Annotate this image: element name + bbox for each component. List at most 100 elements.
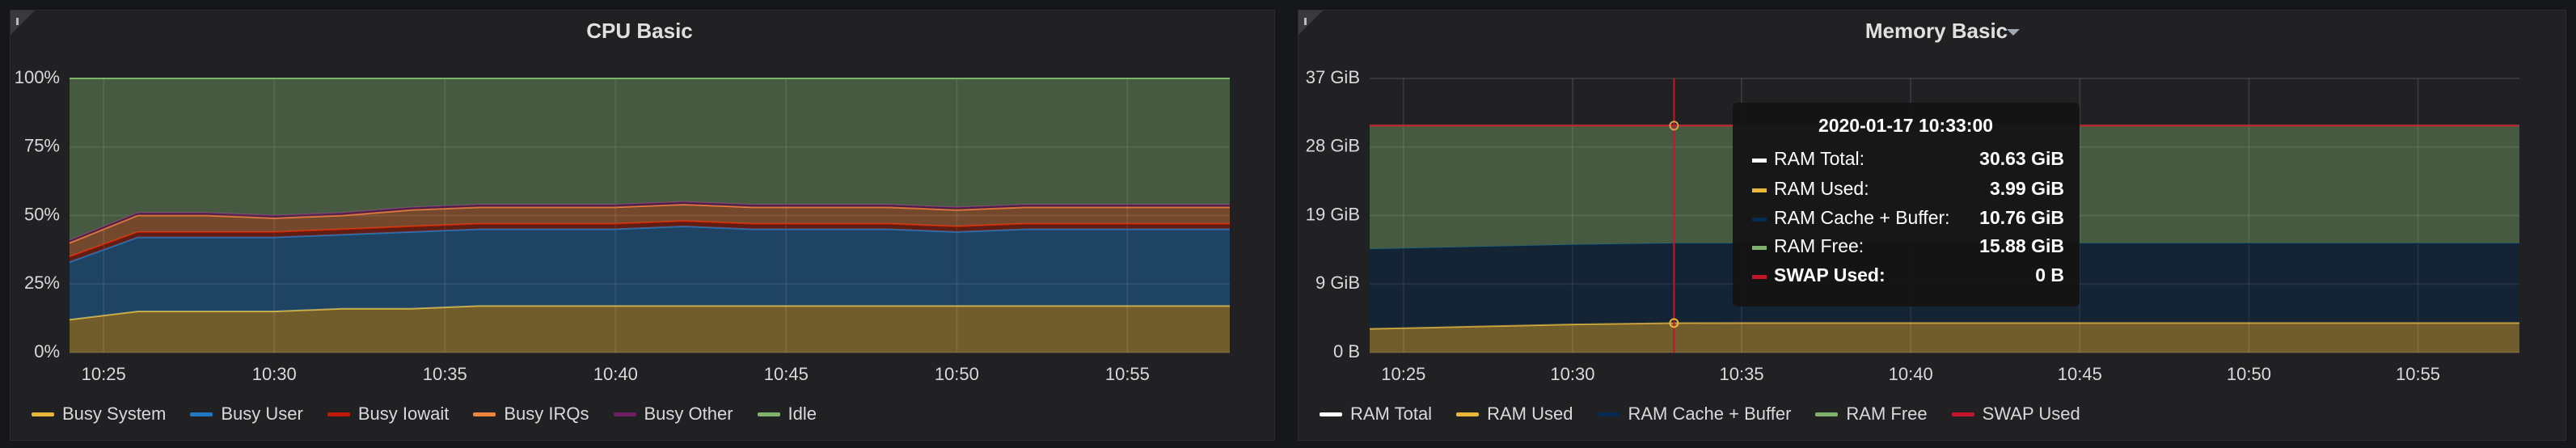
x-tick-label: 10:50 <box>935 364 979 384</box>
x-tick-label: 10:55 <box>2396 364 2440 384</box>
hover-point <box>1669 120 1679 131</box>
legend-item[interactable]: Busy System <box>32 404 166 425</box>
y-tick-label: 28 GiB <box>1306 136 1360 156</box>
legend-label: Busy Other <box>644 404 733 424</box>
y-tick-label: 50% <box>24 204 60 224</box>
tooltip-title: 2020-01-17 10:33:00 <box>1818 115 1993 136</box>
x-tick-label: 10:35 <box>423 364 467 384</box>
tooltip-name: RAM Total: <box>1774 148 1864 169</box>
tooltip-value: 30.63 GiB <box>1979 148 2064 169</box>
legend-swatch <box>757 412 780 416</box>
legend-label: Busy System <box>62 404 167 424</box>
legend-item[interactable]: SWAP Used <box>1951 404 2080 425</box>
x-tick-label: 10:45 <box>764 364 809 384</box>
chart: Memory Basic 0 B 9 GiB 19 GiB 28 GiB 37 GiB 1… <box>1299 11 2519 384</box>
x-tick-label: 10:25 <box>82 364 126 384</box>
legend-item[interactable]: Busy User <box>190 404 303 425</box>
legend-label: RAM Total <box>1350 404 1433 424</box>
legend-item[interactable]: Idle <box>757 404 817 425</box>
tooltip-swatch <box>1752 275 1767 279</box>
y-tick-label: 37 GiB <box>1306 67 1360 87</box>
legend-label: RAM Cache + Buffer <box>1628 404 1792 424</box>
legend-swatch <box>473 412 496 416</box>
x-tick-label: 10:50 <box>2227 364 2271 384</box>
tooltip-swatch <box>1752 246 1767 250</box>
y-tick-label: 100% <box>15 67 60 87</box>
y-tick-label: 19 GiB <box>1306 204 1360 224</box>
area-fill <box>70 306 1230 353</box>
legend-swatch <box>1320 412 1342 416</box>
legend-swatch <box>32 412 54 416</box>
legend-label: RAM Free <box>1846 404 1928 424</box>
legend-label: Busy Iowait <box>357 404 450 424</box>
series-line <box>69 226 1230 264</box>
area-fill <box>70 221 1230 263</box>
tooltip-name: RAM Used: <box>1774 178 1869 199</box>
x-tick-label: 10:45 <box>2058 364 2102 384</box>
tooltip-value: 15.88 GiB <box>1979 235 2064 256</box>
series-line <box>1369 322 2519 330</box>
tooltip-value: 0 B <box>2035 264 2064 285</box>
memory-panel: Memory Basic 0 B 9 GiB 19 GiB 28 GiB 37 GiB 1… <box>1298 10 2566 441</box>
legend-swatch <box>613 412 636 416</box>
hover-point <box>1669 318 1679 328</box>
info-corner[interactable] <box>11 11 35 35</box>
tooltip-swatch <box>1752 188 1767 192</box>
legend-item[interactable]: Busy IRQs <box>473 404 589 425</box>
legend-swatch <box>190 412 213 416</box>
legend-label: RAM Used <box>1487 404 1573 424</box>
legend-item[interactable]: Busy Other <box>613 404 733 425</box>
tooltip-swatch <box>1752 218 1767 222</box>
area-fill <box>70 204 1230 257</box>
tooltip-name: RAM Cache + Buffer: <box>1774 207 1950 228</box>
legend-item[interactable]: RAM Used <box>1456 404 1573 425</box>
legend-swatch <box>327 412 350 416</box>
x-tick-label: 10:35 <box>1720 364 1764 384</box>
series-line <box>69 201 1230 241</box>
x-tick-label: 10:25 <box>1381 364 1425 384</box>
legend-item[interactable]: RAM Total <box>1320 404 1432 425</box>
info-corner[interactable] <box>1299 11 1323 35</box>
chart-title[interactable]: Memory Basic <box>1865 19 2008 43</box>
tooltip-swatch <box>1752 158 1767 163</box>
tooltip-name: RAM Free: <box>1774 235 1864 256</box>
info-icon <box>16 18 19 25</box>
tooltip-value: 10.76 GiB <box>1979 207 2064 228</box>
legend-label: SWAP Used <box>1982 404 2080 424</box>
y-tick-label: 25% <box>24 273 60 293</box>
tooltip: 2020-01-17 10:33:00 RAM Total: 30.63 GiB RA… <box>1733 103 2080 306</box>
series-line <box>69 220 1230 258</box>
tooltip-value: 3.99 GiB <box>1990 178 2064 199</box>
legend-item[interactable]: RAM Free <box>1815 404 1928 425</box>
area-fill <box>70 226 1230 320</box>
legend: Busy System Busy User Busy Iowait Busy IRQs… <box>32 404 817 425</box>
x-tick-label: 10:40 <box>593 364 638 384</box>
area-fill <box>1370 323 2519 353</box>
legend-item[interactable]: Busy Iowait <box>327 404 450 425</box>
x-tick-label: 10:30 <box>252 364 297 384</box>
legend-label: Busy IRQs <box>504 404 589 424</box>
legend-swatch <box>1597 412 1620 416</box>
legend-label: Idle <box>788 404 817 424</box>
y-tick-label: 0% <box>34 341 60 361</box>
legend: RAM Total RAM Used RAM Cache + Buffer RAM F… <box>1320 404 2080 425</box>
tooltip-box <box>1733 103 2080 306</box>
legend-item[interactable]: RAM Cache + Buffer <box>1597 404 1791 425</box>
legend-label: Busy User <box>221 404 303 424</box>
tooltip-name: SWAP Used: <box>1774 264 1886 285</box>
x-tick-label: 10:55 <box>1105 364 1150 384</box>
legend-swatch <box>1456 412 1480 416</box>
y-tick-label: 9 GiB <box>1315 273 1360 293</box>
area-fill <box>70 78 1230 241</box>
y-tick-label: 0 B <box>1333 341 1360 361</box>
chart: CPU Basic 0% 25% 50% 75% 100% 10:25 10:30 10:35… <box>11 11 1230 384</box>
legend-swatch <box>1815 412 1839 416</box>
title-caret[interactable] <box>2007 29 2020 36</box>
info-icon <box>1304 18 1307 25</box>
y-tick-label: 75% <box>24 136 60 156</box>
chart-title: CPU Basic <box>586 19 693 43</box>
x-tick-label: 10:30 <box>1550 364 1594 384</box>
series-line <box>69 305 1230 321</box>
cpu-panel: CPU Basic 0% 25% 50% 75% 100% 10:25 10:30 10:35… <box>10 10 1275 441</box>
